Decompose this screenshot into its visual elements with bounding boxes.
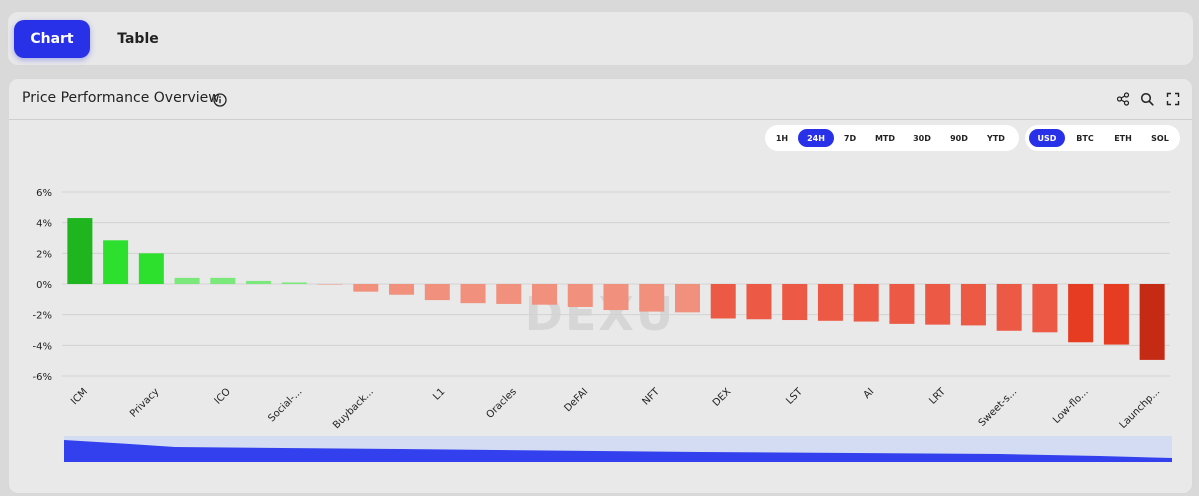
info-icon[interactable] (213, 92, 227, 111)
chart-bar (353, 284, 379, 292)
chart-bar (674, 284, 700, 313)
chart-bar (960, 284, 986, 326)
y-tick-label: -4% (33, 341, 52, 352)
fullscreen-icon[interactable] (1166, 91, 1180, 110)
timeframe-7d[interactable]: 7D (843, 133, 857, 143)
chart-bar (1139, 284, 1165, 360)
tab-chart[interactable]: Chart (14, 20, 90, 58)
chart-bar (782, 284, 808, 321)
y-tick-label: -6% (33, 372, 52, 383)
timeframe-30d[interactable]: 30D (913, 133, 931, 143)
slider-fill (64, 440, 1172, 462)
x-category-label: Social-... (266, 386, 304, 424)
timeframe-mtd[interactable]: MTD (874, 133, 896, 143)
x-category-label: AI (862, 386, 877, 401)
card-header: Price Performance Overview (9, 79, 1192, 120)
x-category-label: Oracles (484, 386, 518, 420)
x-category-label: NFT (641, 386, 663, 408)
y-tick-label: 6% (36, 188, 52, 199)
x-category-label: ICM (69, 386, 90, 407)
search-icon[interactable] (1140, 91, 1154, 110)
price-performance-card: Price Performance Overview (8, 78, 1193, 494)
view-toggle-bar: Chart Table (8, 12, 1193, 65)
y-tick-label: -2% (33, 311, 52, 322)
chart-bar (460, 284, 486, 304)
card-title: Price Performance Overview (22, 90, 220, 106)
chart-bar (317, 284, 343, 285)
chart-bar (103, 240, 129, 284)
x-category-label: L1 (431, 386, 447, 402)
x-category-label: Sweet-s... (977, 386, 1020, 429)
chart-bar (532, 284, 558, 305)
timeframe-ytd[interactable]: YTD (987, 133, 1005, 143)
chart-bar (603, 284, 629, 311)
timeframe-90d[interactable]: 90D (950, 133, 968, 143)
zoom-slider[interactable] (64, 436, 1172, 462)
chart-bar (853, 284, 879, 322)
share-icon[interactable] (1116, 91, 1130, 110)
timeframe-1h[interactable]: 1H (775, 133, 789, 143)
x-category-label: DeFAI (562, 386, 590, 414)
x-category-label: LRT (927, 386, 948, 407)
chart-bars (67, 218, 1165, 360)
chart-bar (746, 284, 772, 320)
chart-bar (389, 284, 415, 295)
chart-bar (1068, 284, 1094, 343)
currency-eth[interactable]: ETH (1114, 133, 1132, 143)
chart-bar (567, 284, 593, 307)
currency-sol[interactable]: SOL (1151, 133, 1169, 143)
currency-btc[interactable]: BTC (1076, 133, 1094, 143)
chart-bar (496, 284, 522, 304)
chart-bar (67, 218, 93, 284)
chart-bar (281, 282, 307, 284)
chart-bar (889, 284, 915, 324)
chart-bar (925, 284, 951, 325)
x-category-label: LST (784, 386, 805, 407)
chart-bar (138, 253, 164, 284)
chart-bar (246, 280, 272, 284)
chart-bar (1032, 284, 1058, 333)
x-category-label: Low-flo... (1051, 386, 1091, 426)
chart-bar (996, 284, 1022, 331)
y-tick-label: 2% (36, 249, 52, 260)
timeframe-selector: 1H 24H 7D MTD 30D 90D YTD (765, 125, 1019, 151)
tab-table[interactable]: Table (117, 31, 159, 47)
chart-bar (424, 284, 450, 301)
chart-bar (639, 284, 665, 312)
currency-selector: USD BTC ETH SOL (1025, 125, 1180, 151)
chart-bar (817, 284, 843, 321)
chart-bar (710, 284, 736, 319)
x-category-label: Privacy (128, 386, 161, 419)
chart-bar (1103, 284, 1129, 345)
x-category-label: Launchp... (1118, 386, 1163, 431)
timeframe-24h[interactable]: 24H (798, 129, 834, 147)
chart-bar (210, 277, 236, 284)
x-category-label: DEX (711, 386, 734, 409)
x-category-label: ICO (213, 386, 233, 406)
y-tick-label: 0% (36, 280, 52, 291)
currency-usd[interactable]: USD (1029, 129, 1065, 147)
x-category-label: Buyback... (331, 386, 376, 431)
chart-bar (174, 277, 200, 284)
y-tick-label: 4% (36, 219, 52, 230)
